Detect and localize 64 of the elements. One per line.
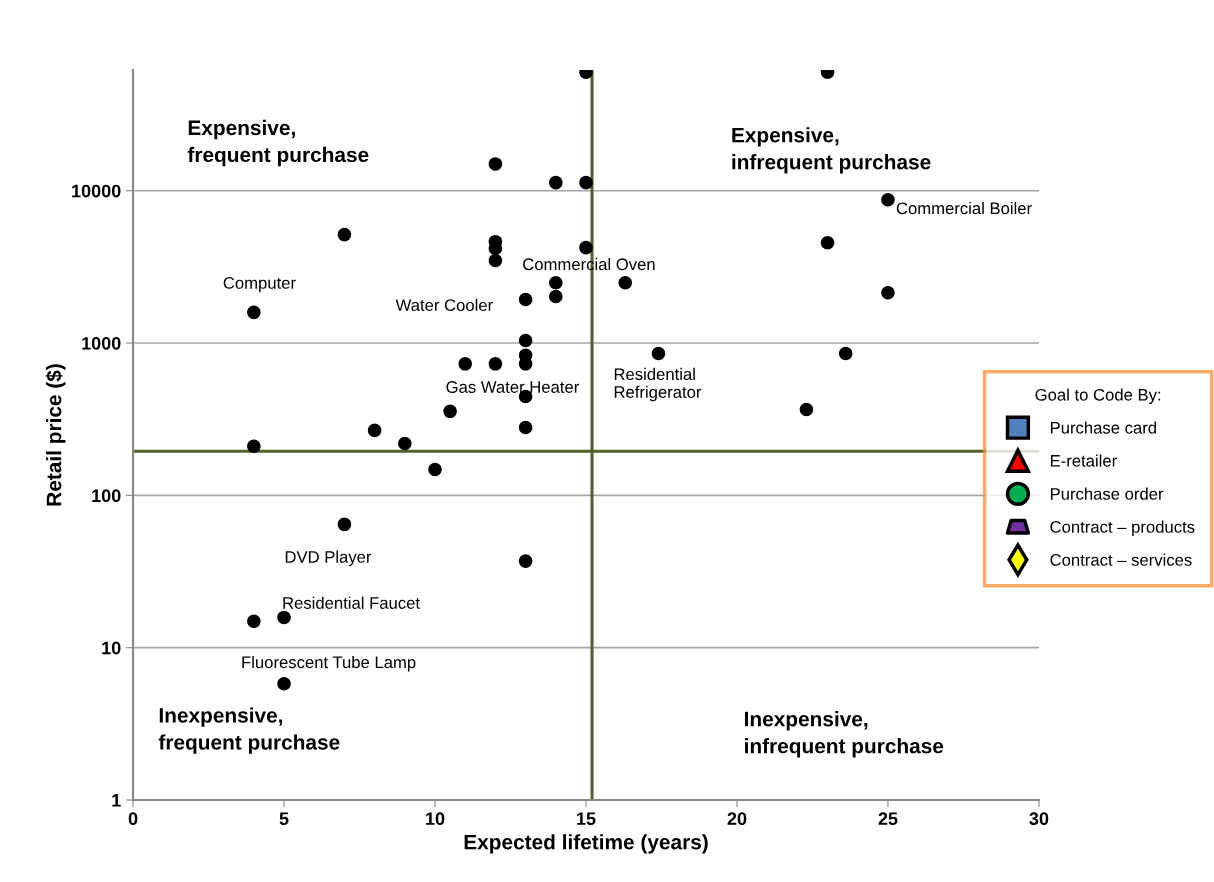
point [549,275,563,290]
annotation: Commercial Boiler [896,201,1032,215]
annotation: Water Cooler [395,298,493,312]
y-tick-label: 10 [102,641,121,655]
annotation: Gas Water Heater [446,381,580,393]
annotation: Expensive, frequent purchase [187,119,369,167]
point [579,175,593,190]
point [881,192,895,207]
point [337,517,352,532]
legend-label: Purchase card [1050,421,1156,434]
point [518,554,533,568]
y-axis-title: Retail price ($) [45,364,66,506]
legend-label: Contract – services [1050,553,1192,566]
legend-title: Goal to Code By: [1035,388,1161,404]
annotation: Residential Faucet [283,596,420,609]
point [579,240,593,255]
annotation: Inexpensive, infrequent purchase [745,711,944,758]
point [443,404,457,419]
point [549,175,563,190]
point [247,614,261,629]
y-tick-label: 1000 [82,336,121,350]
x-tick-label: 5 [279,812,289,826]
x-tick-label: 15 [577,812,596,826]
annotation: Expensive, infrequent purchase [732,127,931,174]
point [458,357,472,371]
point [488,253,503,268]
y-tick-label: 100 [92,489,121,503]
annotation: Fluorescent Tube Lamp [242,655,416,672]
point [518,333,533,348]
point [488,157,503,171]
point [618,275,633,290]
point [367,423,382,438]
point [277,676,291,691]
point [277,610,291,625]
annotation: Computer [223,277,296,293]
point [549,289,563,304]
legend-label: E-retailer [1050,454,1117,467]
x-tick-label: 25 [878,812,898,826]
point [428,462,442,477]
point [820,235,835,250]
point [799,402,814,417]
point [651,346,666,361]
annotation: Residential Refrigerator [614,367,702,402]
annotation: DVD Player [285,550,372,567]
point [518,357,533,371]
point [247,305,261,320]
x-tick-label: 30 [1029,812,1049,826]
point [247,439,261,454]
point [337,227,352,242]
y-tick-label: 10000 [72,184,121,198]
point [518,292,533,307]
point [398,436,412,451]
point [881,285,895,300]
x-axis-title: Expected lifetime (years) [464,834,708,854]
x-tick-label: 10 [426,812,445,826]
annotation: Inexpensive, frequent purchase [158,707,340,754]
point [838,346,853,361]
x-tick-label: 0 [128,812,138,826]
point [518,420,533,435]
x-tick-label: 20 [727,812,747,826]
legend-label: Contract – products [1050,520,1195,537]
y-tick-label: 1 [112,794,121,807]
point [488,357,503,371]
legend-label: Purchase order [1050,487,1164,500]
